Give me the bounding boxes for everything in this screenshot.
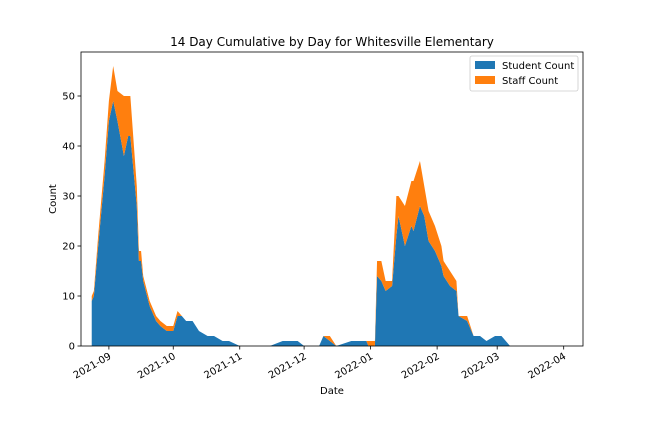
chart-title: 14 Day Cumulative by Day for Whitesville… bbox=[170, 35, 494, 49]
y-tick-label: 50 bbox=[62, 92, 75, 103]
y-axis: 0 10 20 30 40 50 bbox=[62, 92, 81, 353]
legend-label: Student Count bbox=[502, 61, 574, 72]
area-layer bbox=[91, 66, 568, 346]
area-series-student-count bbox=[91, 101, 568, 346]
legend-box bbox=[469, 55, 579, 92]
area-series-staff-count bbox=[91, 66, 568, 346]
legend-label: Staff Count bbox=[502, 76, 558, 87]
y-tick-label: 10 bbox=[62, 292, 75, 303]
legend-swatch bbox=[475, 61, 495, 69]
plot-area-frame bbox=[80, 51, 584, 347]
y-tick-label: 40 bbox=[62, 142, 75, 153]
legend-swatch bbox=[475, 76, 495, 84]
y-tick-label: 30 bbox=[62, 192, 75, 203]
x-axis-label: Date bbox=[320, 386, 344, 397]
legend: Student Count Staff Count bbox=[469, 55, 579, 92]
plot-area-background bbox=[81, 52, 583, 346]
y-tick-label: 0 bbox=[69, 342, 75, 353]
y-tick-label: 20 bbox=[62, 242, 75, 253]
y-axis-label: Count bbox=[48, 184, 59, 214]
